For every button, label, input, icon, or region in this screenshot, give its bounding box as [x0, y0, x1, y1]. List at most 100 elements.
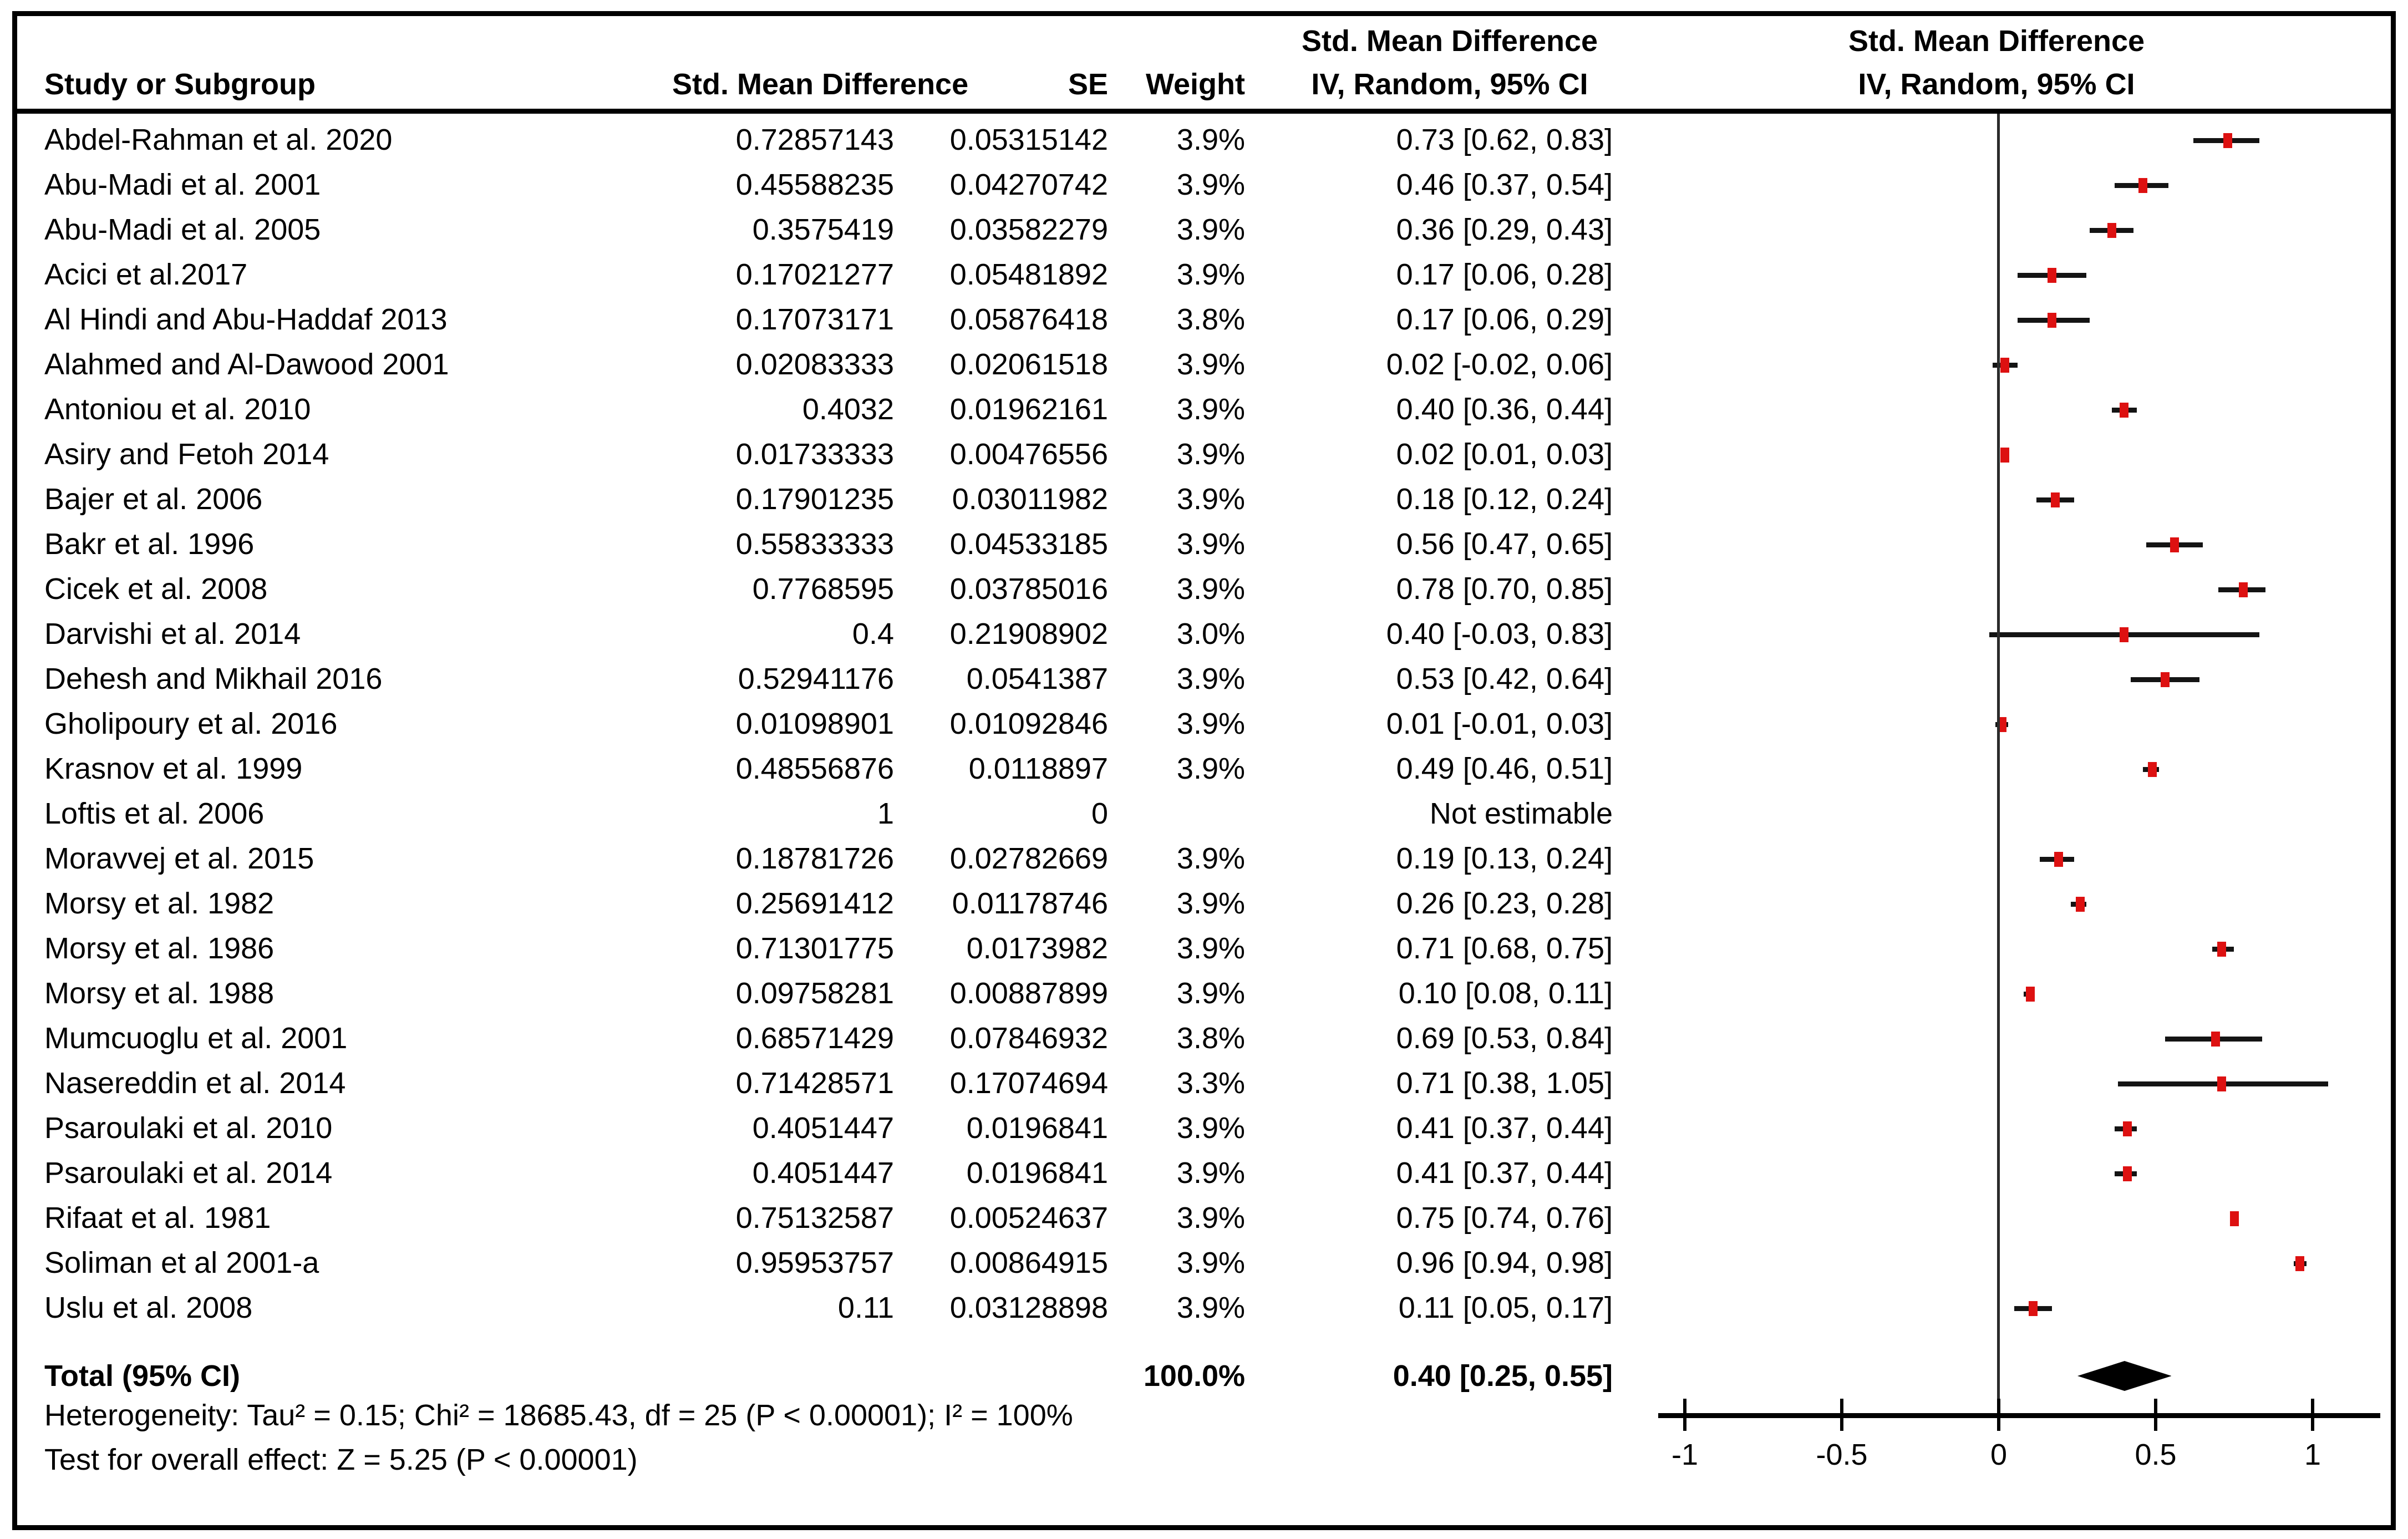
effect-marker	[2048, 267, 2057, 283]
effect-marker	[2107, 222, 2116, 238]
se-cell: 0.00476556	[949, 438, 1108, 471]
se-cell: 0.02061518	[949, 348, 1108, 381]
table-row: Bajer et al. 2006 0.17901235 0.03011982 3.9…	[0, 477, 2408, 522]
se-cell: 0.02782669	[949, 842, 1108, 875]
table-row: Psaroulaki et al. 2010 0.4051447 0.0196841…	[0, 1106, 2408, 1151]
effect-marker	[2148, 761, 2157, 777]
table-row: Darvishi et al. 2014 0.4 0.21908902 3.0% 0.4…	[0, 612, 2408, 657]
column-header-study: Study or Subgroup	[44, 68, 316, 101]
se-cell: 0.0173982	[966, 932, 1108, 965]
smd-cell: 0.48556876	[735, 752, 894, 785]
column-header-weight: Weight	[1146, 68, 1245, 101]
study-name-cell: Bajer et al. 2006	[44, 482, 263, 516]
table-row: Soliman et al 2001-a 0.95953757 0.00864915…	[0, 1241, 2408, 1286]
weight-cell: 3.8%	[1176, 1022, 1245, 1055]
smd-cell: 0.17021277	[735, 258, 894, 291]
ci-cell: 0.75 [0.74, 0.76]	[1396, 1201, 1613, 1235]
weight-cell: 3.0%	[1176, 617, 1245, 651]
se-cell: 0.04270742	[949, 168, 1108, 201]
effect-marker	[2054, 851, 2063, 867]
se-cell: 0.0541387	[966, 662, 1108, 695]
weight-cell: 3.8%	[1176, 303, 1245, 336]
smd-cell: 0.71301775	[735, 932, 894, 965]
effect-marker	[2138, 177, 2148, 193]
table-row: Moravvej et al. 2015 0.18781726 0.02782669…	[0, 836, 2408, 881]
ci-cell: 0.41 [0.37, 0.44]	[1396, 1111, 1613, 1145]
effect-marker	[2211, 1031, 2220, 1047]
axis-tick-label: -0.5	[1816, 1438, 1868, 1471]
table-row: Abdel-Rahman et al. 2020 0.72857143 0.0531…	[0, 118, 2408, 162]
se-cell: 0.03582279	[949, 213, 1108, 246]
se-cell: 0.01092846	[949, 707, 1108, 740]
ci-cell: 0.18 [0.12, 0.24]	[1396, 482, 1613, 516]
weight-cell: 3.9%	[1176, 527, 1245, 561]
ci-cell: 0.73 [0.62, 0.83]	[1396, 123, 1613, 156]
weight-cell: 3.9%	[1176, 572, 1245, 606]
column-header-effect-line1: Std. Mean Difference	[1301, 24, 1598, 58]
total-label: Total (95% CI)	[44, 1359, 241, 1393]
ci-cell: 0.17 [0.06, 0.28]	[1396, 258, 1613, 291]
weight-cell: 3.9%	[1176, 1291, 1245, 1324]
smd-cell: 1	[877, 797, 894, 830]
column-header-smd: Std. Mean Difference	[672, 68, 969, 101]
table-row: Cicek et al. 2008 0.7768595 0.03785016 3.9%…	[0, 567, 2408, 612]
se-cell: 0.00524637	[949, 1201, 1108, 1235]
weight-cell: 3.9%	[1176, 348, 1245, 381]
se-cell: 0.05876418	[949, 303, 1108, 336]
se-cell: 0.0196841	[966, 1156, 1108, 1190]
se-cell: 0.0118897	[968, 752, 1108, 785]
table-row: Dehesh and Mikhail 2016 0.52941176 0.05413…	[0, 657, 2408, 702]
study-name-cell: Nasereddin et al. 2014	[44, 1066, 346, 1100]
se-cell: 0.03785016	[949, 572, 1108, 606]
table-row: Gholipoury et al. 2016 0.01098901 0.010928…	[0, 702, 2408, 746]
zero-line	[1997, 114, 2000, 1415]
plot-header-line1: Std. Mean Difference	[1848, 24, 2145, 58]
study-name-cell: Bakr et al. 1996	[44, 527, 255, 561]
total-weight: 100.0%	[1143, 1359, 1245, 1393]
effect-marker	[2076, 896, 2085, 912]
effect-marker	[2217, 1076, 2226, 1091]
effect-marker	[2123, 1166, 2132, 1181]
weight-cell: 3.9%	[1176, 482, 1245, 516]
smd-cell: 0.72857143	[735, 123, 894, 156]
weight-cell: 3.9%	[1176, 1201, 1245, 1235]
smd-cell: 0.4	[852, 617, 894, 651]
figure-border	[12, 11, 2396, 1530]
effect-marker	[2239, 582, 2248, 597]
header-divider	[17, 109, 2391, 114]
table-row: Alahmed and Al-Dawood 2001 0.02083333 0.02…	[0, 342, 2408, 387]
study-name-cell: Acici et al.2017	[44, 258, 248, 291]
table-row: Asiry and Fetoh 2014 0.01733333 0.00476556…	[0, 432, 2408, 477]
table-row: Nasereddin et al. 2014 0.71428571 0.170746…	[0, 1061, 2408, 1106]
ci-cell: 0.02 [-0.02, 0.06]	[1386, 348, 1613, 381]
effect-marker	[2217, 941, 2226, 957]
study-name-cell: Psaroulaki et al. 2010	[44, 1111, 333, 1145]
smd-cell: 0.45588235	[735, 168, 894, 201]
se-cell: 0.01178746	[952, 887, 1108, 920]
table-row: Morsy et al. 1986 0.71301775 0.0173982 3.9%…	[0, 926, 2408, 971]
ci-cell: 0.53 [0.42, 0.64]	[1396, 662, 1613, 695]
se-cell: 0.0196841	[966, 1111, 1108, 1145]
weight-cell: 3.9%	[1176, 1246, 1245, 1279]
study-name-cell: Alahmed and Al-Dawood 2001	[44, 348, 449, 381]
se-cell: 0.07846932	[949, 1022, 1108, 1055]
smd-cell: 0.68571429	[735, 1022, 894, 1055]
plot-header-line2: IV, Random, 95% CI	[1858, 68, 2135, 101]
ci-cell: 0.78 [0.70, 0.85]	[1396, 572, 1613, 606]
overall-effect-text: Test for overall effect: Z = 5.25 (P < 0…	[44, 1443, 638, 1476]
smd-cell: 0.71428571	[735, 1066, 894, 1100]
smd-cell: 0.01733333	[735, 438, 894, 471]
axis-tick	[1683, 1399, 1686, 1431]
table-row: Antoniou et al. 2010 0.4032 0.01962161 3.9%…	[0, 387, 2408, 432]
table-row: Uslu et al. 2008 0.11 0.03128898 3.9% 0.11 […	[0, 1286, 2408, 1330]
smd-cell: 0.09758281	[735, 977, 894, 1010]
se-cell: 0.05481892	[949, 258, 1108, 291]
total-row: Total (95% CI) 100.0% 0.40 [0.25, 0.55]	[0, 1354, 2408, 1399]
ci-cell: 0.01 [-0.01, 0.03]	[1386, 707, 1613, 740]
axis-tick	[2311, 1399, 2314, 1431]
study-name-cell: Darvishi et al. 2014	[44, 617, 301, 651]
se-cell: 0.03128898	[949, 1291, 1108, 1324]
total-diamond	[2077, 1361, 2172, 1391]
x-axis-line	[1658, 1413, 2380, 1418]
smd-cell: 0.55833333	[735, 527, 894, 561]
